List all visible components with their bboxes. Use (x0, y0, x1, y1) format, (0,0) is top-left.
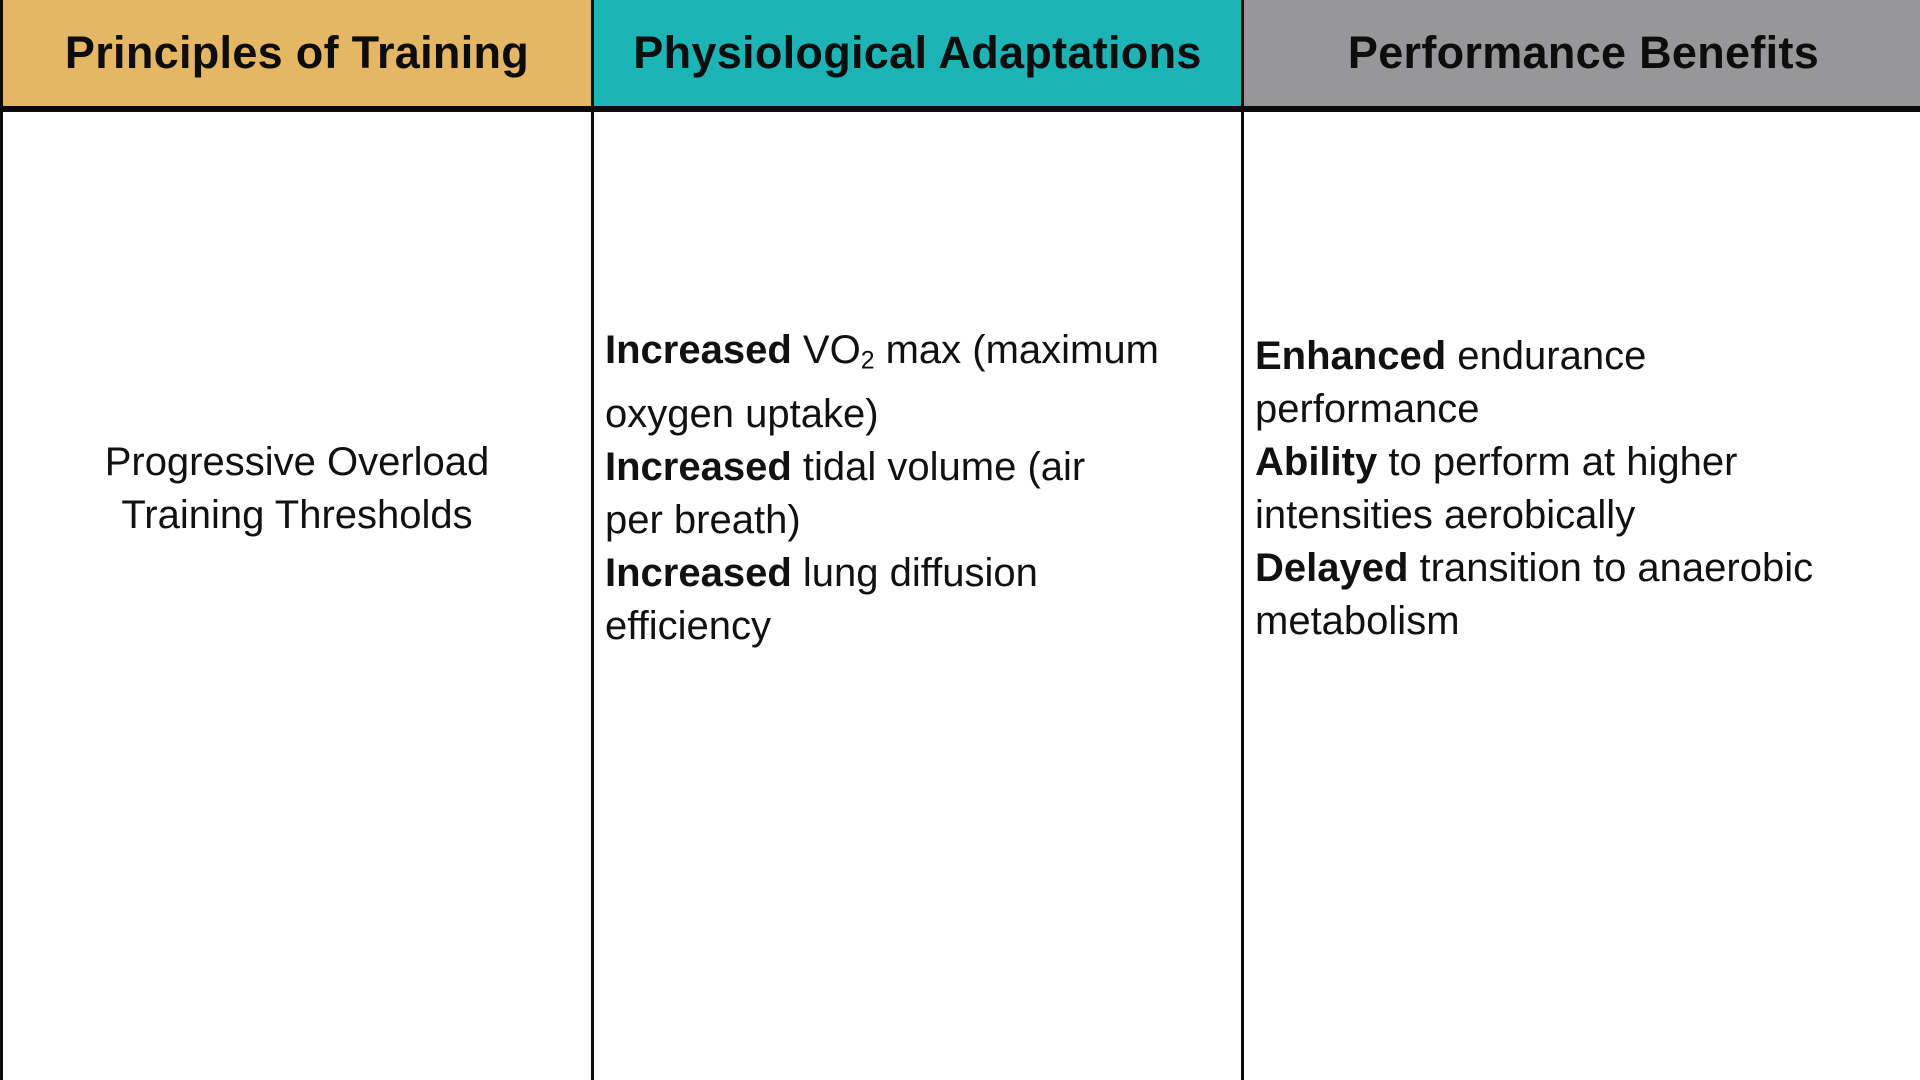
header-cell-principles-of-training: Principles of Training (3, 0, 591, 112)
text-line: Progressive Overload (104, 439, 490, 484)
text-line: Increased VO2 max (maximum (605, 328, 1159, 375)
body-cell-benefits: Enhanced endurance performance Ability to … (1241, 112, 1920, 1080)
text-line: performance (1255, 386, 1480, 431)
text-line: Training Thresholds (121, 492, 473, 537)
header-cell-performance-benefits: Performance Benefits (1241, 0, 1920, 112)
text-line: efficiency (605, 603, 772, 648)
header-label-principles: Principles of Training (64, 27, 530, 78)
text-line: per breath) (605, 497, 801, 542)
body-cell-principles: Progressive Overload Training Thresholds (3, 112, 591, 1080)
text-line: Ability to perform at higher (1255, 439, 1738, 484)
text-line: Delayed transition to anaerobic (1255, 545, 1814, 590)
text-line: oxygen uptake) (605, 391, 879, 436)
text-line: Increased tidal volume (air (605, 444, 1086, 489)
text-line: metabolism (1255, 598, 1460, 643)
header-label-benefits: Performance Benefits (1347, 27, 1820, 78)
body-cell-adaptations: Increased VO2 max (maximum oxygen uptake)… (591, 112, 1241, 1080)
header-cell-physiological-adaptations: Physiological Adaptations (591, 0, 1241, 112)
text-line: intensities aerobically (1255, 492, 1636, 537)
text-line: Increased lung diffusion (605, 550, 1038, 595)
header-label-adaptations: Physiological Adaptations (633, 27, 1202, 78)
text-line: Enhanced endurance (1255, 333, 1647, 378)
